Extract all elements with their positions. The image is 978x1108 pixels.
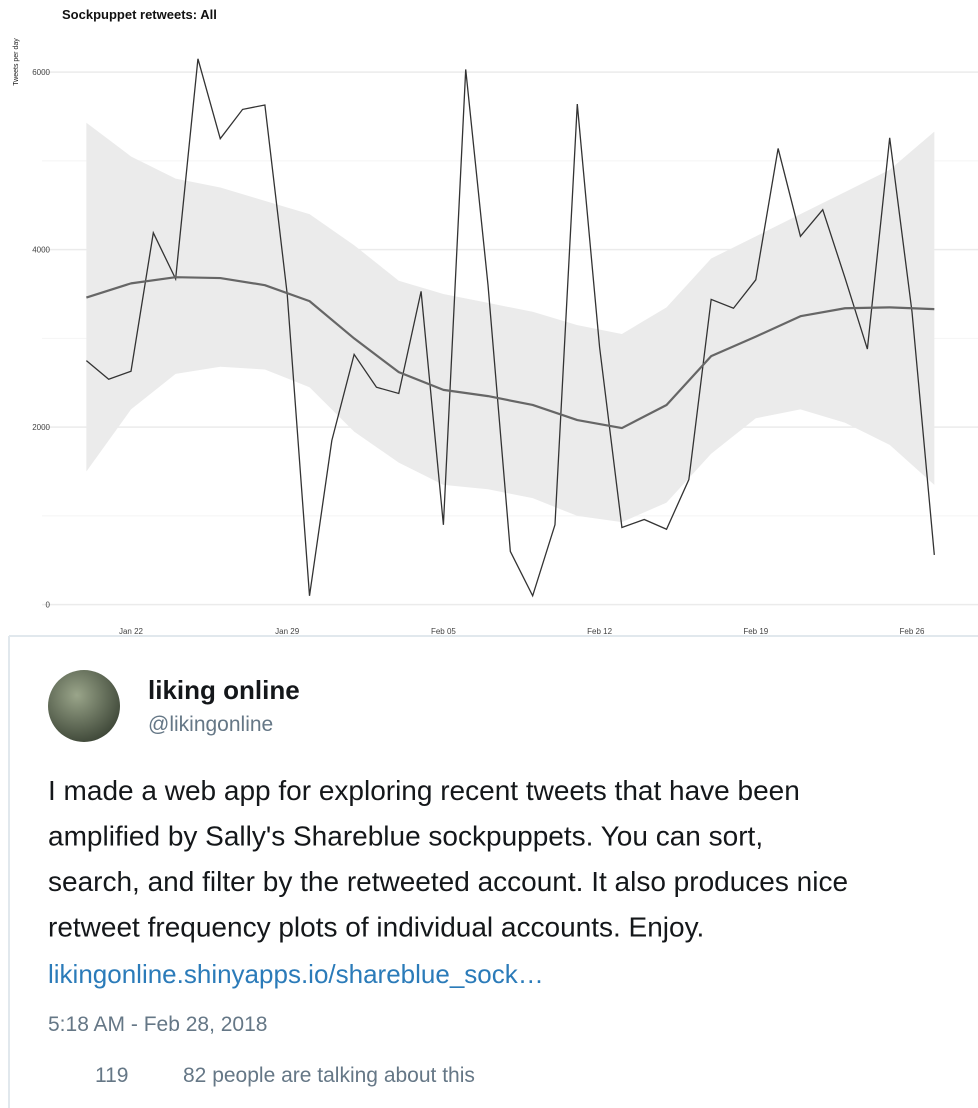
like-count[interactable]: 119: [95, 1064, 128, 1087]
handle[interactable]: @likingonline: [148, 713, 273, 736]
y-tick-label: 2000: [32, 423, 50, 432]
x-tick-label: Feb 19: [743, 627, 768, 636]
timestamp[interactable]: 5:18 AM - Feb 28, 2018: [48, 1013, 267, 1036]
y-tick-label: 6000: [32, 68, 50, 77]
x-tick-label: Feb 05: [431, 627, 456, 636]
x-tick-label: Jan 29: [275, 627, 300, 636]
tweet-line: I made a web app for exploring recent tw…: [48, 775, 800, 806]
tweet-line: amplified by Sally's Shareblue sockpuppe…: [48, 821, 763, 852]
tweet-line: retweet frequency plots of individual ac…: [48, 912, 704, 943]
x-tick-label: Jan 22: [119, 627, 144, 636]
x-tick-label: Feb 26: [900, 627, 925, 636]
x-tick-label: Feb 12: [587, 627, 612, 636]
display-name[interactable]: liking online: [148, 675, 300, 705]
y-axis-label: Tweets per day: [13, 38, 20, 86]
chart-title: Sockpuppet retweets: All: [62, 7, 217, 22]
tweet-page: Sockpuppet retweets: All Tweets per day …: [0, 0, 978, 1108]
avatar[interactable]: [48, 670, 120, 742]
tweet-line: search, and filter by the retweeted acco…: [48, 866, 848, 897]
y-tick-label: 4000: [32, 246, 50, 255]
tweet-link[interactable]: likingonline.shinyapps.io/shareblue_sock…: [48, 959, 544, 989]
talking-count[interactable]: 82 people are talking about this: [183, 1064, 475, 1087]
y-tick-label: 0: [46, 601, 51, 610]
